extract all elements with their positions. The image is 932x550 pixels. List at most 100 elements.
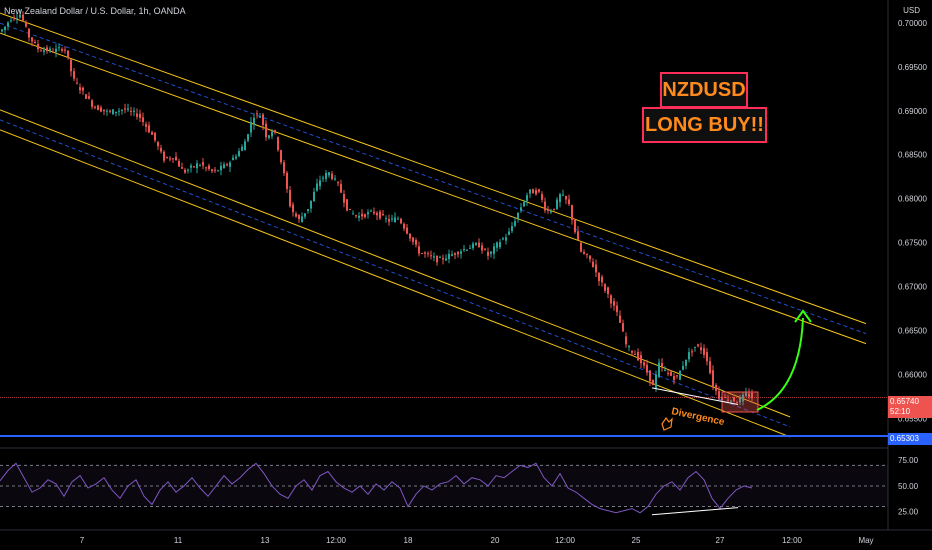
candle: [724, 393, 726, 399]
candle-body: [643, 362, 645, 366]
candle-body: [556, 199, 558, 209]
candle-body: [748, 393, 750, 397]
candle-body: [553, 208, 555, 210]
candle: [394, 212, 396, 223]
candle-body: [322, 177, 324, 179]
candle: [514, 216, 516, 228]
candle-body: [433, 256, 435, 258]
candle-body: [541, 194, 543, 200]
candle: [190, 163, 192, 173]
currency-label: USD: [903, 6, 920, 15]
candle: [142, 112, 144, 126]
candle-body: [517, 212, 519, 219]
support-price-tag: 0.65303: [888, 433, 932, 445]
candle-body: [751, 393, 753, 399]
candle-body: [580, 242, 582, 252]
candle: [16, 12, 18, 24]
candle: [64, 46, 66, 54]
candle-body: [163, 151, 165, 161]
candle: [184, 167, 186, 174]
candle-body: [463, 248, 465, 251]
candle: [241, 144, 243, 152]
candle: [289, 185, 291, 208]
price-tick-label: 0.68000: [898, 195, 927, 204]
candle: [55, 44, 57, 58]
candle-body: [460, 251, 462, 254]
candle-body: [499, 242, 501, 248]
candle: [673, 372, 675, 385]
candle: [199, 163, 201, 167]
candle: [601, 274, 603, 287]
candle: [277, 136, 279, 152]
candle-body: [310, 200, 312, 209]
candle-body: [403, 223, 405, 229]
time-tick-label: 7: [80, 536, 85, 545]
candle: [535, 187, 537, 196]
candle: [94, 105, 96, 110]
candle: [328, 171, 330, 178]
candle-body: [301, 216, 303, 223]
price-tick-label: 0.68500: [898, 151, 927, 160]
rsi-pane: 75.00 50.00 25.00: [0, 456, 919, 517]
candle: [490, 251, 492, 258]
candle: [691, 348, 693, 357]
candle-body: [649, 370, 651, 382]
candle: [160, 144, 162, 154]
candle: [280, 149, 282, 165]
time-tick-label: 27: [716, 536, 725, 545]
candle: [571, 204, 573, 225]
candle-body: [661, 362, 663, 367]
candle: [520, 203, 522, 213]
candle: [109, 109, 111, 114]
candle-body: [412, 237, 414, 242]
candle-body: [157, 142, 159, 147]
candle: [463, 244, 465, 252]
candle: [424, 251, 426, 258]
candle-body: [535, 190, 537, 195]
candle: [211, 168, 213, 174]
candle: [742, 391, 744, 406]
candle: [679, 370, 681, 381]
candle-body: [334, 178, 336, 180]
candle-body: [250, 121, 252, 133]
candle: [676, 374, 678, 379]
candle-body: [466, 249, 468, 251]
pointer-icon: [661, 416, 673, 431]
candle-body: [235, 156, 237, 159]
candle: [574, 218, 576, 234]
candle: [505, 233, 507, 245]
candle-body: [190, 165, 192, 168]
candle-body: [7, 22, 9, 27]
candle-body: [622, 323, 624, 332]
price-tick-label: 0.66500: [898, 327, 927, 336]
candle: [364, 213, 366, 219]
candle: [151, 130, 153, 135]
candle-body: [259, 116, 261, 118]
candle-body: [181, 167, 183, 169]
candle: [697, 343, 699, 348]
candle: [436, 255, 438, 266]
candle: [337, 181, 339, 187]
candle-body: [130, 110, 132, 112]
candle: [397, 216, 399, 220]
candle: [616, 301, 618, 317]
candle-body: [361, 213, 363, 217]
candle: [274, 129, 276, 135]
candle: [664, 366, 666, 372]
candle: [553, 208, 555, 211]
candle-body: [184, 169, 186, 173]
candle: [229, 160, 231, 172]
candle-body: [325, 172, 327, 179]
candle-body: [319, 180, 321, 187]
candle: [118, 107, 120, 116]
candle-body: [103, 109, 105, 112]
candle: [457, 251, 459, 258]
candle-body: [505, 237, 507, 241]
candle-body: [415, 240, 417, 245]
candle-body: [49, 48, 51, 51]
candle-body: [316, 183, 318, 191]
candle-body: [514, 221, 516, 226]
candle-body: [523, 202, 525, 207]
